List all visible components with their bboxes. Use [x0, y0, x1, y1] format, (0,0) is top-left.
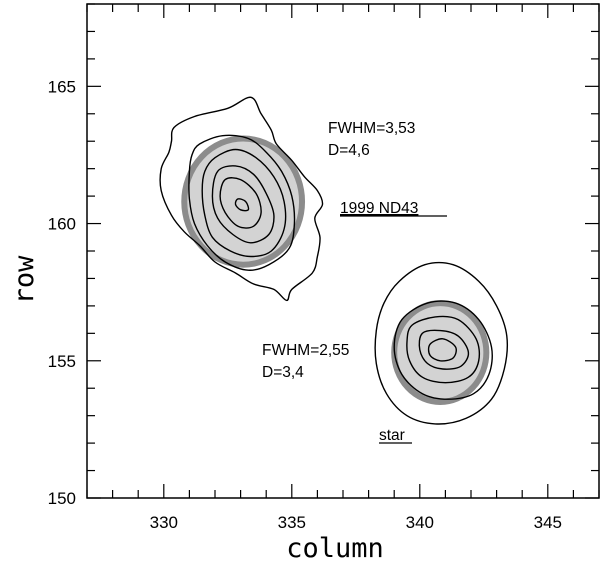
- source-label-star: star: [379, 427, 405, 444]
- apertures: [181, 135, 490, 405]
- y-tick-label: 165: [48, 77, 76, 96]
- contour-0-2: [201, 148, 287, 258]
- tick-labels: 330 335 340 345 150 155 160 165: [48, 77, 562, 532]
- x-axis-label: column: [286, 533, 384, 564]
- contour-0-5: [234, 198, 250, 212]
- contour-1-2: [406, 315, 481, 384]
- aperture-circle-0: [181, 135, 306, 268]
- y-axis-label: row: [9, 255, 40, 305]
- x-tick-label: 345: [534, 513, 562, 532]
- contour-0-3: [211, 165, 275, 244]
- contour-1-1: [393, 300, 493, 400]
- fwhm-label-asteroid: FWHM=3,53: [328, 120, 415, 137]
- source-label-asteroid: 1999 ND43: [340, 200, 418, 217]
- y-tick-label: 150: [48, 489, 76, 508]
- contour-1-4: [427, 338, 457, 362]
- contour-0-1: [188, 134, 296, 271]
- y-tick-label: 155: [48, 352, 76, 371]
- x-tick-label: 340: [406, 513, 434, 532]
- y-tick-label: 160: [48, 215, 76, 234]
- contour-0-0: [159, 96, 324, 302]
- plot-frame: [86, 3, 600, 499]
- x-tick-label: 330: [150, 513, 178, 532]
- diameter-label-star: D=3,4: [262, 364, 304, 381]
- diameter-label-asteroid: D=4,6: [328, 142, 370, 159]
- ticks: [86, 3, 600, 499]
- contours: [159, 96, 509, 425]
- contour-1-3: [418, 329, 470, 370]
- contour-0-4: [219, 177, 262, 229]
- fwhm-label-star: FWHM=2,55: [262, 342, 349, 359]
- x-tick-label: 335: [278, 513, 306, 532]
- contour-1-0: [374, 261, 509, 425]
